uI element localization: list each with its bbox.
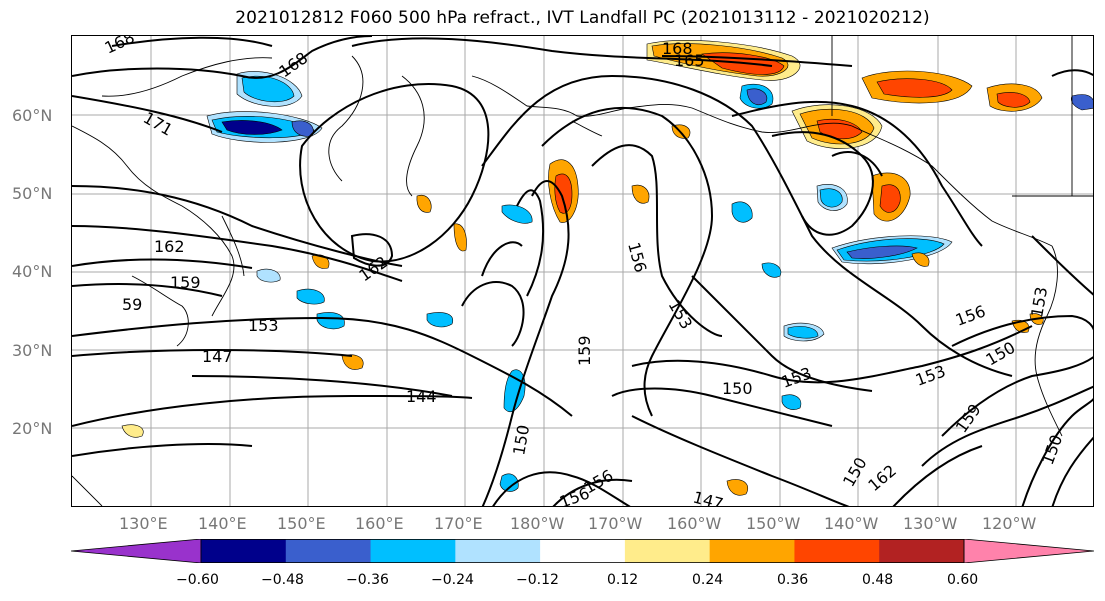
colorbar-segment [285, 539, 372, 563]
ivt-fill-regions [121, 40, 1093, 496]
contour-label: 59 [122, 295, 142, 314]
map-title: 2021012812 F060 500 hPa refract., IVT La… [235, 8, 930, 28]
contour-label: 153 [248, 316, 279, 335]
contour-label: 162 [864, 461, 900, 495]
contour-label: 153 [779, 363, 814, 391]
contour-label: 150 [509, 423, 533, 456]
contour-label: 162 [154, 237, 185, 256]
contour-label: 168 [662, 39, 693, 58]
contour-label: 147 [691, 488, 725, 507]
refractivity-contours [72, 36, 1093, 506]
colorbar-tick-label: 0.24 [692, 572, 724, 588]
colorbar-segment [624, 539, 711, 563]
lat-label: 20°N [12, 419, 53, 438]
contour-label: 153 [913, 361, 948, 389]
lon-label: 130°E [119, 514, 168, 533]
colorbar [70, 538, 1095, 564]
colorbar-segment [455, 539, 541, 563]
lon-label: 160°W [667, 514, 722, 533]
contour-label: 171 [140, 108, 176, 140]
contour-label: 150 [983, 338, 1019, 370]
colorbar-tick-label: −0.48 [261, 572, 304, 588]
contour-label: 168 [102, 36, 138, 58]
colorbar-tick-label: 0.60 [947, 572, 979, 588]
colorbar-segment [201, 539, 287, 563]
coastlines [72, 36, 1093, 506]
contour-label: 150 [722, 379, 753, 398]
lon-label: 160°E [355, 514, 404, 533]
contour-label: 159 [575, 335, 594, 366]
lon-label: 150°E [277, 514, 326, 533]
colorbar-segment [540, 539, 626, 563]
lat-label: 50°N [12, 184, 53, 203]
lon-label: 140°W [824, 514, 879, 533]
lat-label: 60°N [12, 106, 53, 125]
colorbar-tick-label: 0.36 [777, 572, 809, 588]
contour-label: 144 [406, 387, 437, 406]
colorbar-segment [709, 539, 795, 563]
colorbar-segment [70, 538, 202, 564]
contour-label: 150 [839, 454, 871, 490]
contour-label: 156 [624, 240, 650, 274]
colorbar-tick-label: −0.36 [346, 572, 389, 588]
lon-label: 140°E [198, 514, 247, 533]
lon-label: 130°W [903, 514, 958, 533]
lon-label: 150°W [746, 514, 801, 533]
lon-label: 170°E [434, 514, 483, 533]
map-panel: 168 168 171 168 165 162 162 159 59 153 1… [71, 35, 1094, 507]
lon-label: 170°W [588, 514, 643, 533]
map-canvas: 168 168 171 168 165 162 162 159 59 153 1… [72, 36, 1093, 507]
contour-label: 147 [202, 347, 233, 366]
colorbar-tick-label: 0.48 [862, 572, 894, 588]
colorbar-svg [70, 538, 1095, 564]
lon-label: 120°W [982, 514, 1037, 533]
contour-label: 159 [170, 273, 201, 292]
graticule [72, 36, 1093, 506]
contour-label: 156 [953, 301, 988, 329]
colorbar-tick-label: −0.24 [431, 572, 474, 588]
contour-label: 168 [275, 48, 311, 81]
lat-label: 30°N [12, 341, 53, 360]
colorbar-segment [879, 539, 965, 563]
colorbar-segment [794, 539, 880, 563]
colorbar-tick-label: 0.12 [607, 572, 639, 588]
colorbar-tick-label: −0.60 [176, 572, 219, 588]
contour-label: 153 [665, 297, 697, 333]
lat-label: 40°N [12, 262, 53, 281]
colorbar-outline [200, 539, 965, 563]
contour-label: 156 [557, 483, 592, 507]
lon-label: 180°W [510, 514, 565, 533]
contour-label: 150 [1038, 432, 1066, 467]
colorbar-segment [370, 539, 456, 563]
colorbar-tick-label: −0.12 [516, 572, 559, 588]
contour-label: 165 [674, 51, 705, 70]
colorbar-segment [963, 538, 1095, 564]
